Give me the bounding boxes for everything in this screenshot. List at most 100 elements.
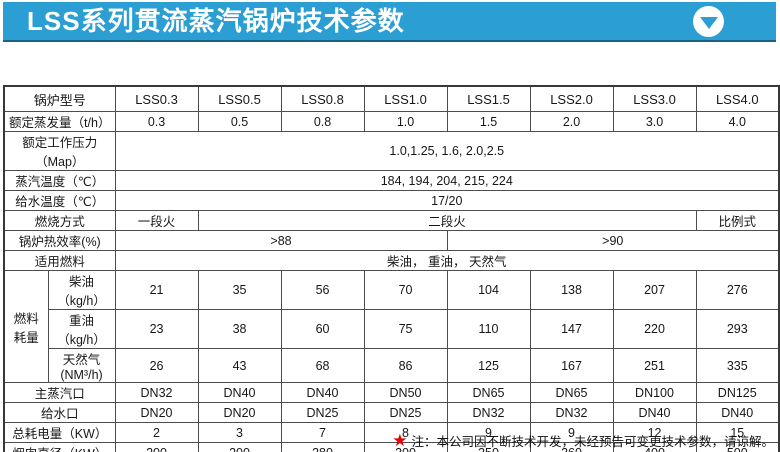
table-cell: 比例式: [695, 210, 780, 231]
table-cell: 锅炉型号: [3, 85, 116, 112]
table-cell: 147: [529, 309, 614, 349]
table-cell: LSS3.0: [612, 85, 697, 112]
table-cell: DN40: [695, 402, 780, 423]
table-cell: 35: [197, 270, 282, 310]
table-cell: 70: [363, 270, 448, 310]
table-cell: 138: [529, 270, 614, 310]
table-cell: LSS1.5: [446, 85, 531, 112]
spec-table-body: 锅炉型号 LSS0.3 LSS0.5 LSS0.8 LSS1.0 LSS1.5 LSS2.0…: [3, 85, 780, 452]
table-cell: 17/20: [114, 190, 780, 211]
table-row: 主蒸汽口 DN32 DN40 DN40 DN50 DN65 DN65 DN100 DN125: [3, 382, 780, 403]
header-bar: LSS系列贯流蒸汽锅炉技术参数: [3, 2, 776, 42]
table-cell: LSS0.5: [197, 85, 282, 112]
table-cell: DN50: [363, 382, 448, 403]
table-cell: 60: [280, 309, 365, 349]
table-row: 给水口 DN20 DN20 DN25 DN25 DN32 DN32 DN40 DN40: [3, 402, 780, 423]
chevron-down-icon: [699, 17, 718, 29]
table-cell: 500: [695, 442, 780, 452]
table-cell: 276: [695, 270, 780, 310]
table-cell: DN25: [280, 402, 365, 423]
table-cell: 293: [695, 309, 780, 349]
table-cell: 251: [612, 348, 697, 383]
table-row: 额定工作压力（Map） 1.0,1.25, 1.6, 2.0,2.5: [3, 131, 780, 171]
table-row: 总耗电量（KW） 2 3 7 8 9 9 12 15: [3, 422, 780, 443]
table-cell: DN20: [114, 402, 199, 423]
table-cell: 207: [612, 270, 697, 310]
table-cell: 3.0: [612, 111, 697, 132]
table-cell: 主蒸汽口: [3, 382, 116, 403]
table-cell: LSS0.8: [280, 85, 365, 112]
table-cell: 1.0,1.25, 1.6, 2.0,2.5: [114, 131, 780, 171]
table-cell: >88: [114, 230, 448, 251]
table-cell: 200: [197, 442, 282, 452]
table-cell: 2.0: [529, 111, 614, 132]
table-cell: 1.5: [446, 111, 531, 132]
table-row: 额定蒸发量（t/h） 0.3 0.5 0.8 1.0 1.5 2.0 3.0 4.0: [3, 111, 780, 132]
table-cell: 21: [114, 270, 199, 310]
table-cell: LSS1.0: [363, 85, 448, 112]
table-cell: 220: [612, 309, 697, 349]
collapse-button[interactable]: [693, 6, 724, 37]
table-cell: 天然气(NM³/h): [47, 348, 116, 383]
table-cell: 0.8: [280, 111, 365, 132]
table-cell: 总耗电量（KW）: [3, 422, 116, 443]
table-row: 天然气(NM³/h) 26 43 68 86 125 167 251 335: [4, 348, 780, 383]
table-cell: 重油（kg/h）: [47, 309, 116, 349]
table-cell: 0.5: [197, 111, 282, 132]
table-cell: DN40: [612, 402, 697, 423]
table-cell: 335: [695, 348, 780, 383]
table-cell: DN40: [197, 382, 282, 403]
table-cell: DN65: [529, 382, 614, 403]
table-cell: DN100: [612, 382, 697, 403]
table-cell: 一段火: [114, 210, 199, 231]
table-cell: 燃料 耗量: [3, 270, 49, 383]
table-cell: 1.0: [363, 111, 448, 132]
table-cell: 38: [197, 309, 282, 349]
table-cell: DN65: [446, 382, 531, 403]
table-cell: LSS2.0: [529, 85, 614, 112]
table-row: 燃烧方式 一段火 二段火 比例式: [3, 210, 780, 231]
table-cell: 额定蒸发量（t/h）: [3, 111, 116, 132]
table-cell: 75: [363, 309, 448, 349]
table-cell: 167: [529, 348, 614, 383]
table-cell: 烟囱直径（KW）: [3, 442, 116, 452]
table-cell: DN125: [695, 382, 780, 403]
table-cell: LSS0.3: [114, 85, 199, 112]
table-cell: 125: [446, 348, 531, 383]
page-title: LSS系列贯流蒸汽锅炉技术参数: [27, 6, 405, 36]
table-row: 给水温度（℃） 17/20: [3, 190, 780, 211]
table-cell: 23: [114, 309, 199, 349]
table-cell: DN25: [363, 402, 448, 423]
table-row: 锅炉热效率(%) >88 >90: [3, 230, 780, 251]
table-cell: 给水温度（℃）: [3, 190, 116, 211]
table-cell: LSS4.0: [695, 85, 780, 112]
table-cell: 2: [114, 422, 199, 443]
table-cell: 43: [197, 348, 282, 383]
table-cell: 柴油（kg/h）: [47, 270, 116, 310]
star-icon: ★: [392, 431, 408, 450]
table-cell: 26: [114, 348, 199, 383]
footnote-text: 注：本公司因不断技术开发，未经预告可变更技术参数，请谅解。: [411, 435, 774, 449]
table-cell: 104: [446, 270, 531, 310]
table-cell: 280: [280, 442, 365, 452]
table-row: 重油（kg/h） 23 38 60 75 110 147 220 293: [4, 309, 780, 349]
table-cell: 4.0: [695, 111, 780, 132]
table-cell: 适用燃料: [3, 250, 116, 271]
table-cell: DN32: [114, 382, 199, 403]
table-cell: DN40: [280, 382, 365, 403]
table-cell: 86: [363, 348, 448, 383]
table-cell: 给水口: [3, 402, 116, 423]
spec-table: 锅炉型号 LSS0.3 LSS0.5 LSS0.8 LSS1.0 LSS1.5 LSS2.0…: [3, 85, 780, 452]
table-cell: 7: [280, 422, 365, 443]
table-cell: 68: [280, 348, 365, 383]
table-cell: 锅炉热效率(%): [3, 230, 116, 251]
table-cell: 184, 194, 204, 215, 224: [114, 170, 780, 191]
table-row: 烟囱直径（KW）200200280300350360400500: [3, 442, 780, 452]
table-cell: 200: [114, 442, 199, 452]
table-cell: 蒸汽温度（℃）: [3, 170, 116, 191]
table-cell: 二段火: [197, 210, 697, 231]
table-cell: >90: [446, 230, 780, 251]
table-cell: DN32: [529, 402, 614, 423]
table-row: 燃料 耗量 柴油（kg/h） 21 35 56 70 104 138 207 276: [3, 270, 780, 383]
